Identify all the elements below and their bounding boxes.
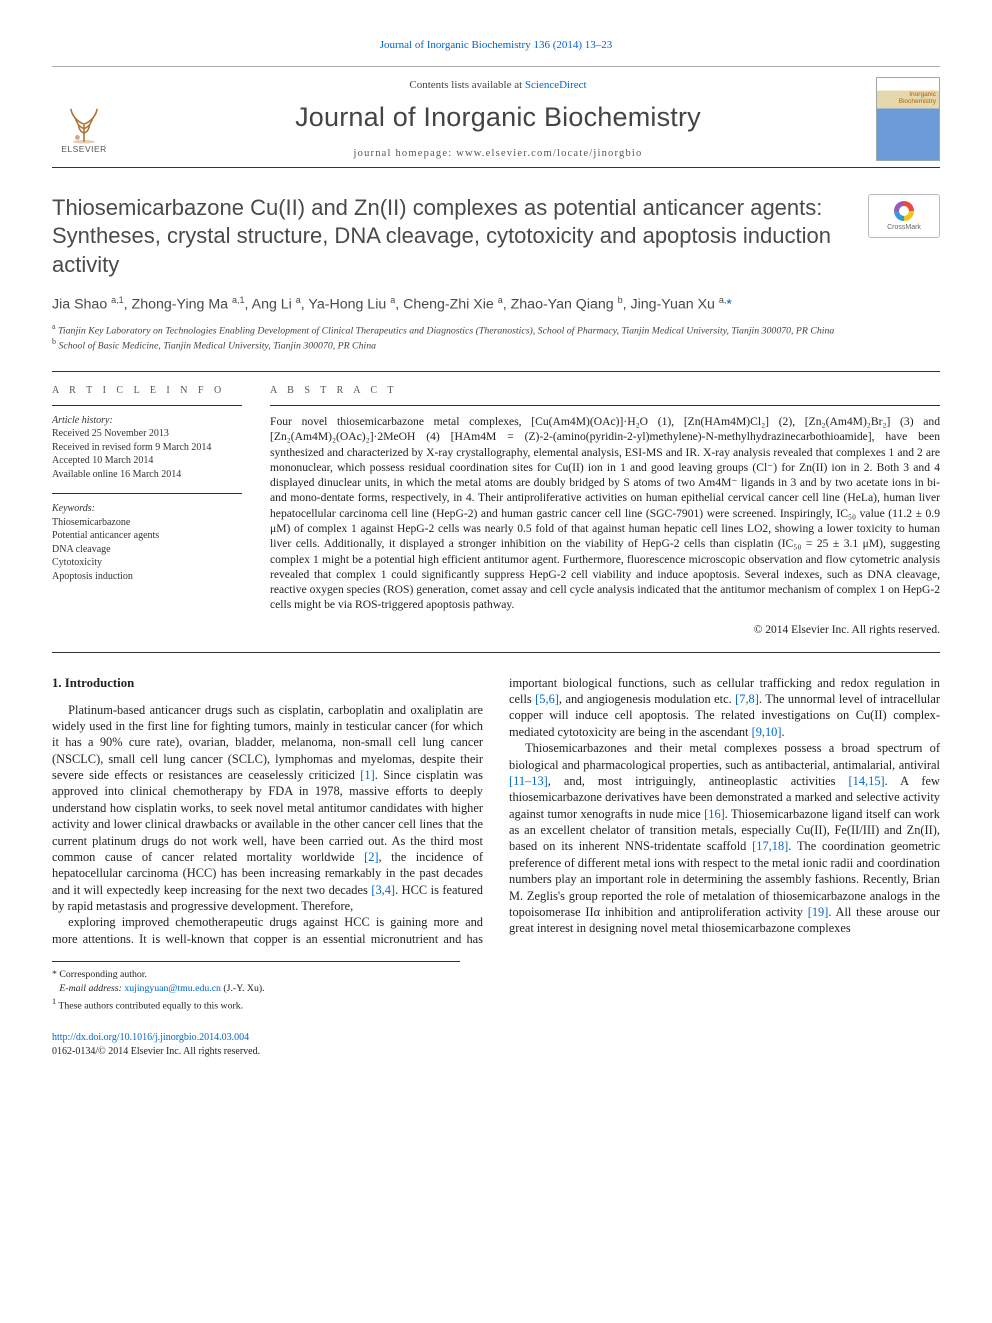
ref-link[interactable]: [5,6] (535, 692, 559, 706)
keywords-block: Keywords: Thiosemicarbazone Potential an… (52, 502, 242, 583)
doi-link[interactable]: http://dx.doi.org/10.1016/j.jinorgbio.20… (52, 1032, 249, 1043)
journal-name: Journal of Inorganic Biochemistry (134, 100, 862, 135)
affiliation-a: a Tianjin Key Laboratory on Technologies… (52, 322, 940, 337)
ref-link[interactable]: [9,10] (752, 725, 782, 739)
masthead: ELSEVIER Contents lists available at Sci… (52, 66, 940, 168)
abstract-rule (270, 405, 940, 406)
keyword: DNA cleavage (52, 543, 242, 557)
journal-homepage-line: journal homepage: www.elsevier.com/locat… (134, 147, 862, 161)
history-line: Available online 16 March 2014 (52, 468, 242, 482)
ref-link[interactable]: [1] (360, 768, 374, 782)
title-row: Thiosemicarbazone Cu(II) and Zn(II) comp… (52, 194, 940, 278)
article-title: Thiosemicarbazone Cu(II) and Zn(II) comp… (52, 194, 854, 278)
crossmark-badge[interactable]: CrossMark (868, 194, 940, 238)
article-info-column: A R T I C L E I N F O Article history: R… (52, 384, 242, 638)
elsevier-tree-icon (62, 100, 106, 144)
info-rule (52, 493, 242, 494)
keyword: Apoptosis induction (52, 570, 242, 584)
affiliations: a Tianjin Key Laboratory on Technologies… (52, 322, 940, 353)
bottom-meta: http://dx.doi.org/10.1016/j.jinorgbio.20… (52, 1031, 940, 1059)
keyword: Cytotoxicity (52, 556, 242, 570)
abstract-head: A B S T R A C T (270, 384, 940, 397)
article-history-block: Article history: Received 25 November 20… (52, 414, 242, 482)
keywords-label: Keywords: (52, 502, 242, 516)
cover-thumb-title: InorganicBiochemistry (877, 92, 939, 105)
email-note: E-mail address: xujingyuan@tmu.edu.cn (J… (52, 982, 460, 996)
abstract-text: Four novel thiosemicarbazone metal compl… (270, 414, 940, 613)
corresponding-author-note: * Corresponding author. (52, 968, 460, 982)
keyword: Thiosemicarbazone (52, 516, 242, 530)
running-head-citation: 136 (2014) 13–23 (533, 39, 612, 51)
crossmark-label: CrossMark (887, 223, 921, 232)
running-head: Journal of Inorganic Biochemistry 136 (2… (52, 38, 940, 52)
ref-link[interactable]: [7,8] (735, 692, 759, 706)
sciencedirect-link[interactable]: ScienceDirect (525, 79, 587, 91)
contents-available-line: Contents lists available at ScienceDirec… (134, 78, 862, 92)
history-label: Article history: (52, 414, 242, 428)
history-line: Received in revised form 9 March 2014 (52, 441, 242, 455)
homepage-url: www.elsevier.com/locate/jinorgbio (456, 148, 642, 159)
running-head-journal: Journal of Inorganic Biochemistry (380, 39, 531, 51)
ref-link[interactable]: [14,15] (849, 774, 885, 788)
intro-paragraph: Thiosemicarbazones and their metal compl… (509, 740, 940, 937)
keyword: Potential anticancer agents (52, 529, 242, 543)
elsevier-wordmark: ELSEVIER (61, 144, 107, 155)
ref-link[interactable]: [19] (808, 905, 829, 919)
ref-link[interactable]: [11–13] (509, 774, 548, 788)
rule-below-abstract (52, 652, 940, 653)
rule-above-info (52, 371, 940, 372)
homepage-label: journal homepage: (354, 148, 457, 159)
info-abstract-row: A R T I C L E I N F O Article history: R… (52, 384, 940, 638)
elsevier-logo: ELSEVIER (52, 83, 116, 155)
journal-cover-thumb: InorganicBiochemistry (876, 77, 940, 161)
history-line: Received 25 November 2013 (52, 427, 242, 441)
article-info-head: A R T I C L E I N F O (52, 384, 242, 397)
corresponding-email-link[interactable]: xujingyuan@tmu.edu.cn (124, 983, 221, 994)
footnotes: * Corresponding author. E-mail address: … (52, 961, 460, 1012)
ref-link[interactable]: [3,4] (371, 883, 395, 897)
ref-link[interactable]: [16] (704, 807, 725, 821)
issn-copyright-line: 0162-0134/© 2014 Elsevier Inc. All right… (52, 1045, 940, 1059)
masthead-center: Contents lists available at ScienceDirec… (134, 78, 862, 161)
abstract-copyright: © 2014 Elsevier Inc. All rights reserved… (270, 623, 940, 638)
ref-link[interactable]: [17,18] (752, 839, 788, 853)
history-line: Accepted 10 March 2014 (52, 454, 242, 468)
running-head-link[interactable]: Journal of Inorganic Biochemistry 136 (2… (380, 39, 613, 51)
ref-link[interactable]: [2] (364, 850, 378, 864)
author-list: Jia Shao a,1, Zhong-Ying Ma a,1, Ang Li … (52, 295, 940, 314)
body-columns: 1. Introduction Platinum-based anticance… (52, 675, 940, 948)
abstract-column: A B S T R A C T Four novel thiosemicarba… (270, 384, 940, 638)
crossmark-icon (894, 201, 914, 221)
equal-contribution-note: 1 These authors contributed equally to t… (52, 996, 460, 1013)
contents-prefix: Contents lists available at (409, 79, 524, 91)
affiliation-b: b School of Basic Medicine, Tianjin Medi… (52, 337, 940, 352)
intro-paragraph: Platinum-based anticancer drugs such as … (52, 702, 483, 915)
section-heading-introduction: 1. Introduction (52, 675, 483, 692)
info-rule (52, 405, 242, 406)
